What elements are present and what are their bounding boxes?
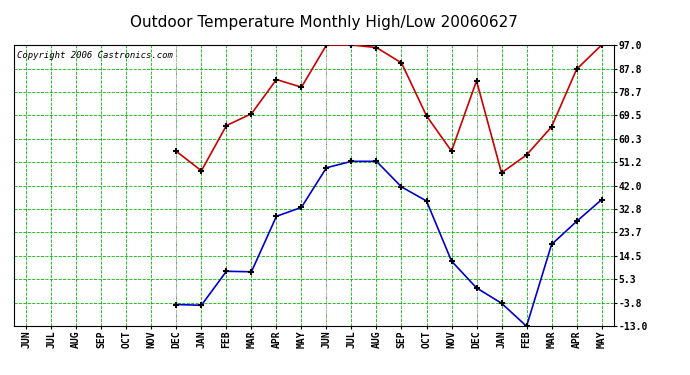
Text: Outdoor Temperature Monthly High/Low 20060627: Outdoor Temperature Monthly High/Low 200…: [130, 15, 518, 30]
Text: Copyright 2006 Castronics.com: Copyright 2006 Castronics.com: [17, 51, 172, 60]
